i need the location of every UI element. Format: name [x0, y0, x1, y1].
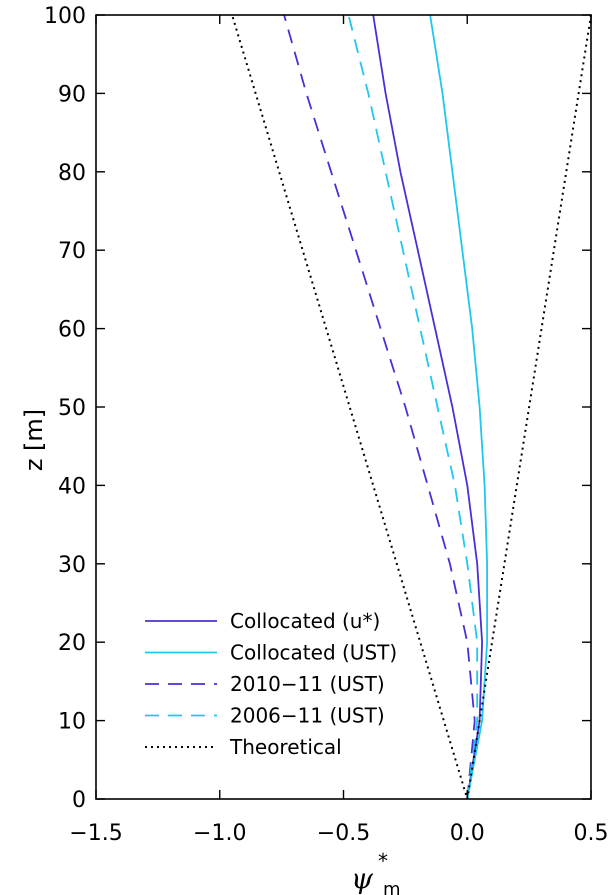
- y-tick-label: 0: [72, 788, 86, 813]
- legend: Collocated (u*) Collocated (UST) 2010−11 (…: [145, 609, 397, 759]
- x-axis-label-superscript: *: [378, 849, 388, 873]
- y-tick-label: 20: [58, 631, 86, 656]
- legend-label-1: Collocated (u*): [230, 609, 380, 633]
- x-axis-label-subscript: m: [383, 879, 401, 895]
- series-line-4: [347, 14, 479, 800]
- legend-label-2: Collocated (UST): [230, 641, 397, 665]
- legend-label-3: 2010−11 (UST): [230, 672, 385, 696]
- y-tick-label: 40: [58, 474, 86, 499]
- series-line-3: [283, 14, 476, 800]
- y-tick-label: 70: [58, 239, 86, 264]
- x-axis-label: ψ: [351, 862, 374, 895]
- x-tick-label: −1.0: [193, 821, 246, 846]
- legend-label-5: Theoretical: [229, 735, 342, 759]
- series-line-2: [429, 14, 488, 800]
- y-tick-label: 80: [58, 161, 86, 186]
- series-line-1: [372, 14, 484, 800]
- y-axis-label: z [m]: [20, 409, 48, 471]
- x-tick-label: 0.5: [574, 821, 609, 846]
- legend-label-4: 2006−11 (UST): [230, 704, 385, 728]
- y-tick-label: 100: [44, 4, 86, 29]
- x-tick-label: −0.5: [317, 821, 370, 846]
- y-tick-label: 30: [58, 553, 86, 578]
- x-tick-label: 0.0: [450, 821, 485, 846]
- y-tick-label: 50: [58, 396, 86, 421]
- ticks-layer: −1.5 −1.0 −0.5 0.0 0.5 0 10 20 30 40 50 60 70 80 90 100: [44, 4, 609, 846]
- y-tick-label: 60: [58, 318, 86, 343]
- y-tick-label: 90: [58, 82, 86, 107]
- y-tick-label: 10: [58, 710, 86, 735]
- x-tick-label: −1.5: [69, 821, 122, 846]
